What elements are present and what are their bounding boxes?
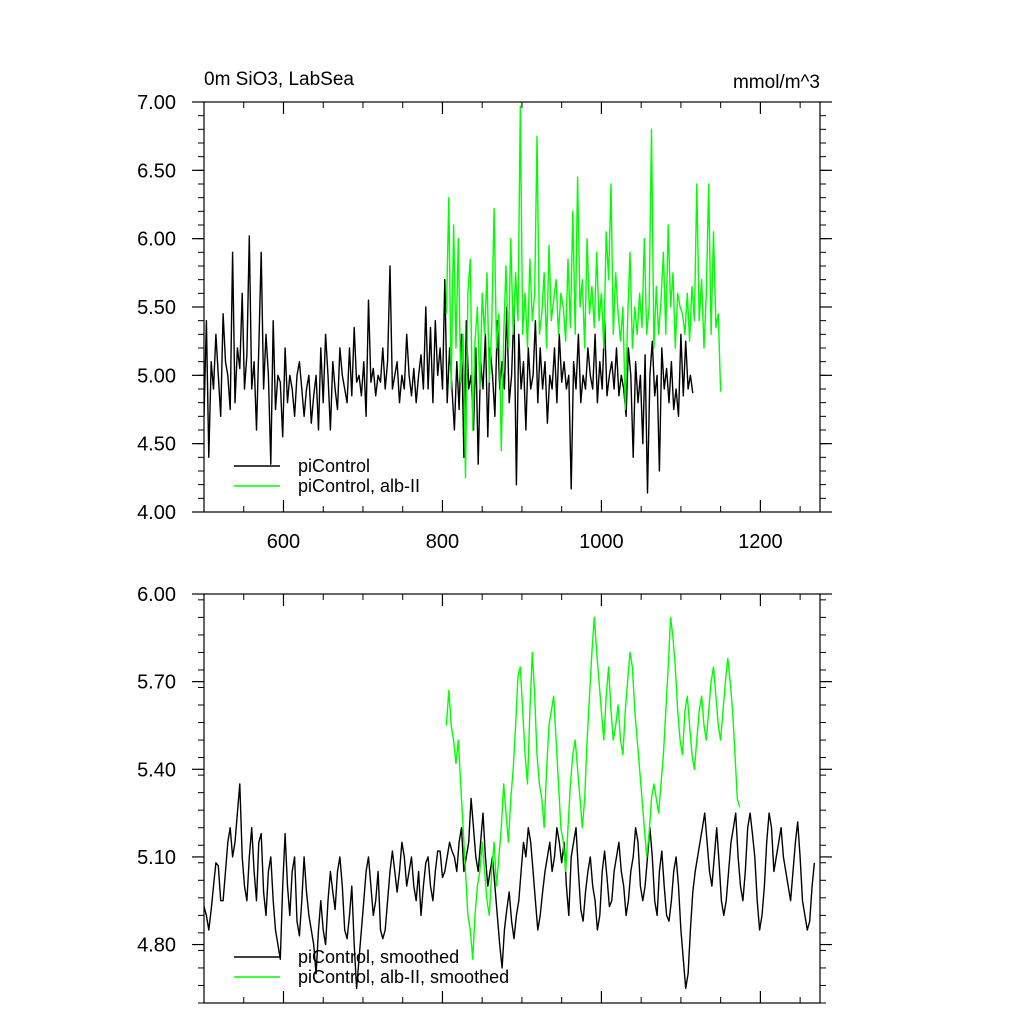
series-line-picontrol bbox=[204, 783, 816, 990]
y-tick-label: 4.00 bbox=[137, 502, 176, 524]
y-tick-label: 6.00 bbox=[137, 229, 176, 251]
plot-frame bbox=[203, 593, 821, 1004]
y-tick-label: 5.40 bbox=[137, 759, 176, 781]
y-tick-label: 7.00 bbox=[137, 92, 176, 114]
x-tick-label: 1000 bbox=[579, 531, 624, 553]
legend-label: piControl, alb-II bbox=[298, 476, 420, 496]
y-tick-label: 5.50 bbox=[137, 297, 176, 319]
x-tick-label: 600 bbox=[267, 531, 300, 553]
y-tick-label: 5.10 bbox=[137, 847, 176, 869]
chart-title: 0m SiO3, LabSea bbox=[204, 69, 354, 90]
y-tick-label: 5.70 bbox=[137, 672, 176, 694]
legend-label: piControl bbox=[298, 456, 370, 476]
chart-units: mmol/m^3 bbox=[733, 72, 820, 93]
x-tick-label: 800 bbox=[426, 531, 459, 553]
y-tick-label: 6.50 bbox=[137, 160, 176, 182]
y-tick-label: 5.00 bbox=[137, 365, 176, 387]
series-line-picontrol bbox=[204, 235, 694, 494]
bottom-panel: 4.80 5.10 5.40 5.70 6.00 piControl, smoothedp… bbox=[137, 584, 832, 1004]
series-line-picontrol-alb-ii bbox=[445, 616, 741, 960]
x-tick-label: 1200 bbox=[738, 531, 783, 553]
legend-label: piControl, smoothed bbox=[298, 947, 459, 967]
series-line-picontrol-alb-ii bbox=[445, 105, 722, 479]
y-tick-label: 4.50 bbox=[137, 434, 176, 456]
y-tick-label: 4.80 bbox=[137, 935, 176, 957]
legend-label: piControl, alb-II, smoothed bbox=[298, 967, 509, 987]
y-tick-label: 6.00 bbox=[137, 584, 176, 606]
top-panel: 600 800 1000 1200 4.00 4.50 5.00 5.50 6.00 6.50 7.… bbox=[137, 92, 832, 553]
